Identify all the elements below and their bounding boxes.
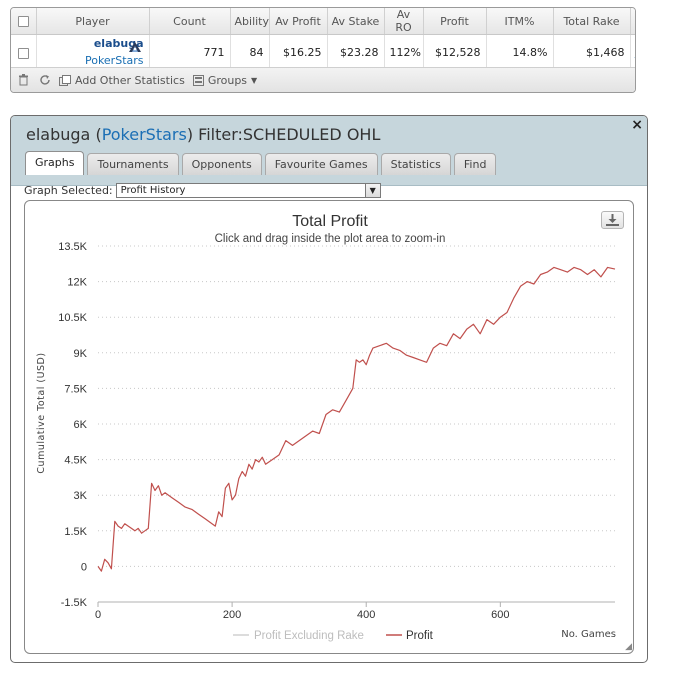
- y-tick-label: 4.5K: [64, 455, 87, 467]
- graph-select-row: Graph Selected: Profit History ▼: [24, 183, 381, 198]
- y-tick-label: 1.5K: [64, 526, 87, 538]
- y-axis-label: Cumulative Total (USD): [36, 352, 47, 473]
- y-tick-label: 9K: [74, 348, 88, 360]
- select-all-checkbox[interactable]: [17, 16, 29, 27]
- groups-label: Groups: [207, 73, 248, 87]
- add-stats-icon: [59, 74, 71, 86]
- graph-select-value: Profit History: [120, 185, 186, 196]
- x-tick-label: 0: [95, 609, 101, 621]
- series-lines: [97, 266, 616, 572]
- graph-selected-label: Graph Selected:: [24, 184, 113, 197]
- header-total-rake[interactable]: Total Rake: [553, 8, 631, 35]
- x-tick-label: 600: [491, 609, 509, 621]
- y-tick-label: 13.5K: [58, 241, 87, 253]
- legend-label-profit-excluding-rake: Profit Excluding Rake: [254, 630, 364, 642]
- chart-container[interactable]: Total Profit Click and drag inside the p…: [24, 200, 634, 654]
- y-tick-label: 0: [81, 561, 87, 573]
- series-line-profit[interactable]: [97, 266, 616, 572]
- tab-opponents[interactable]: Opponents: [181, 153, 262, 175]
- av-profit-cell: $16.25: [269, 34, 328, 71]
- graph-select[interactable]: Profit History ▼: [115, 183, 381, 198]
- chevron-down-icon: ▼: [251, 75, 258, 85]
- tab-statistics[interactable]: Statistics: [380, 153, 451, 175]
- legend-label-profit: Profit: [406, 630, 434, 642]
- ability-cell: 84: [230, 34, 270, 71]
- y-tick-label: -1.5K: [61, 597, 88, 609]
- header-itm[interactable]: ITM%: [486, 8, 554, 35]
- profit-cell: $12,528: [423, 34, 487, 71]
- groups-icon: [192, 74, 204, 86]
- header-av-ro[interactable]: Av RO: [384, 8, 424, 35]
- trash-icon[interactable]: [17, 73, 30, 87]
- legend-item-profit[interactable]: Profit: [386, 630, 434, 642]
- y-tick-label: 12K: [67, 277, 87, 289]
- player-stats-panel: Player Count Ability Av Profit Av Stake …: [10, 7, 636, 93]
- chart-title: Total Profit: [292, 213, 368, 230]
- header-av-profit[interactable]: Av Profit: [269, 8, 328, 35]
- download-icon: [606, 214, 619, 226]
- x-tick-label: 400: [357, 609, 375, 621]
- add-other-statistics-button[interactable]: Add Other Statistics: [59, 74, 185, 87]
- total-rake-cell: $1,468: [553, 34, 631, 71]
- header-av-stake[interactable]: Av Stake: [327, 8, 385, 35]
- dialog-player-name: elabuga: [26, 125, 91, 144]
- remove-player-link[interactable]: x: [635, 48, 636, 59]
- dialog-header: elabuga (PokerStars) Filter:SCHEDULED OH…: [11, 116, 647, 186]
- player-cell[interactable]: elabuga PokerStars: [36, 34, 150, 71]
- header-spacer: [630, 8, 635, 35]
- resize-grip-icon[interactable]: ◢: [625, 642, 632, 652]
- y-tick-labels: -1.5K 0 1.5K 3K 4.5K 6K 7.5K 9K 10.5K 12K 13.5K: [58, 241, 87, 609]
- tab-find[interactable]: Find: [453, 153, 497, 175]
- close-icon[interactable]: ×: [631, 117, 643, 133]
- table-header-row: Player Count Ability Av Profit Av Stake …: [11, 8, 635, 35]
- player-site-link[interactable]: PokerStars: [84, 53, 144, 67]
- add-other-statistics-label: Add Other Statistics: [75, 73, 185, 87]
- y-tick-label: 10.5K: [58, 312, 87, 324]
- select-all-header[interactable]: [11, 8, 37, 35]
- chevron-down-icon[interactable]: ▼: [364, 184, 380, 197]
- header-profit[interactable]: Profit: [423, 8, 487, 35]
- y-tick-label: 7.5K: [64, 383, 87, 395]
- x-tick-labels: 0 200 400 600: [95, 602, 510, 621]
- export-button[interactable]: [601, 211, 624, 229]
- tab-graphs[interactable]: Graphs: [25, 151, 85, 175]
- av-ro-cell: 112%: [384, 34, 424, 71]
- dialog-filter-text: Filter:SCHEDULED OHL: [198, 125, 381, 144]
- av-stake-cell: $23.28: [327, 34, 385, 71]
- table-row: elabuga PokerStars 771 84 $16.25 $23.28 …: [11, 34, 636, 71]
- row-checkbox[interactable]: [17, 47, 29, 59]
- chart-subtitle: Click and drag inside the plot area to z…: [215, 233, 446, 245]
- row-checkbox-cell[interactable]: [11, 34, 37, 71]
- dialog-site-link[interactable]: PokerStars: [101, 125, 187, 144]
- count-cell: 771: [149, 34, 231, 71]
- grid-lines: [98, 245, 615, 567]
- dialog-title: elabuga (PokerStars) Filter:SCHEDULED OH…: [26, 125, 381, 144]
- y-tick-label: 3K: [74, 490, 88, 502]
- x-tick-label: 200: [223, 609, 241, 621]
- stats-toolbar: Add Other Statistics Groups ▼: [11, 67, 635, 92]
- player-detail-dialog: elabuga (PokerStars) Filter:SCHEDULED OH…: [10, 115, 648, 663]
- x-axis-label: No. Games: [561, 629, 616, 640]
- player-name-link[interactable]: elabuga: [93, 36, 144, 50]
- profit-chart[interactable]: Total Profit Click and drag inside the p…: [25, 201, 635, 655]
- header-player[interactable]: Player: [36, 8, 150, 35]
- player-stats-table: Player Count Ability Av Profit Av Stake …: [11, 8, 636, 71]
- itm-cell: 14.8%: [486, 34, 554, 71]
- header-count[interactable]: Count: [149, 8, 231, 35]
- chart-legend: Profit Excluding Rake Profit: [233, 630, 434, 642]
- legend-item-profit-excluding-rake[interactable]: Profit Excluding Rake: [233, 630, 364, 642]
- groups-dropdown[interactable]: Groups ▼: [192, 73, 258, 87]
- remove-cell: x: [630, 34, 636, 71]
- tab-favourite-games[interactable]: Favourite Games: [264, 153, 378, 175]
- dialog-tabs: Graphs Tournaments Opponents Favourite G…: [25, 151, 497, 175]
- y-tick-label: 6K: [74, 419, 88, 431]
- tab-tournaments[interactable]: Tournaments: [87, 153, 179, 175]
- refresh-icon[interactable]: [38, 74, 51, 87]
- header-ability[interactable]: Ability: [230, 8, 270, 35]
- pokerstars-icon: [128, 42, 141, 52]
